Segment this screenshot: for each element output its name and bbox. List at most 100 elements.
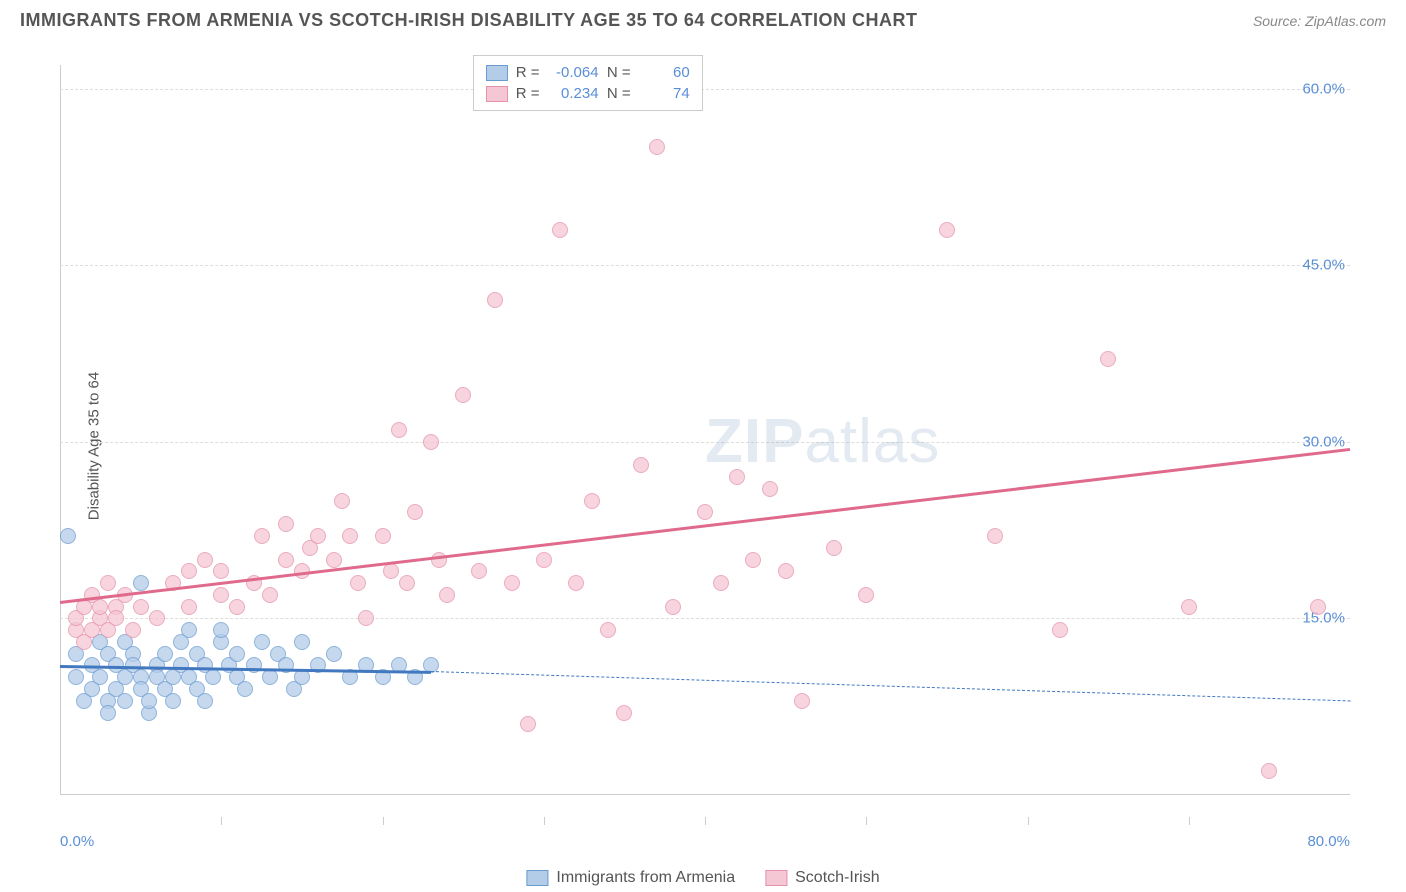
data-point <box>350 575 366 591</box>
stats-legend: R =-0.064 N =60 R =0.234 N =74 <box>473 55 703 111</box>
data-point <box>633 457 649 473</box>
data-point <box>149 610 165 626</box>
y-tick-label: 15.0% <box>1302 610 1345 627</box>
data-point <box>197 552 213 568</box>
chart-source: Source: ZipAtlas.com <box>1253 13 1386 29</box>
legend-stats-text: R =-0.064 N =60 <box>516 64 690 81</box>
data-point <box>1100 351 1116 367</box>
legend-item: Scotch-Irish <box>765 869 879 887</box>
data-point <box>552 222 568 238</box>
data-point <box>157 646 173 662</box>
data-point <box>391 422 407 438</box>
data-point <box>987 528 1003 544</box>
data-point <box>68 669 84 685</box>
scatter-chart: 15.0%30.0%45.0%60.0%0.0%80.0%ZIPatlasR =… <box>60 55 1350 825</box>
data-point <box>100 705 116 721</box>
legend-label: Immigrants from Armenia <box>556 869 735 887</box>
data-point <box>520 716 536 732</box>
data-point <box>487 292 503 308</box>
data-point <box>213 563 229 579</box>
legend-swatch <box>765 870 787 886</box>
y-axis <box>60 65 61 795</box>
data-point <box>254 634 270 650</box>
gridline <box>60 618 1350 619</box>
data-point <box>584 493 600 509</box>
gridline <box>60 265 1350 266</box>
data-point <box>939 222 955 238</box>
data-point <box>665 599 681 615</box>
data-point <box>117 693 133 709</box>
data-point <box>310 528 326 544</box>
legend-label: Scotch-Irish <box>795 869 879 887</box>
data-point <box>1052 622 1068 638</box>
data-point <box>471 563 487 579</box>
data-point <box>133 599 149 615</box>
data-point <box>431 552 447 568</box>
data-point <box>407 504 423 520</box>
data-point <box>100 575 116 591</box>
data-point <box>334 493 350 509</box>
data-point <box>326 646 342 662</box>
data-point <box>568 575 584 591</box>
data-point <box>439 587 455 603</box>
data-point <box>181 599 197 615</box>
data-point <box>141 693 157 709</box>
data-point <box>237 681 253 697</box>
data-point <box>262 669 278 685</box>
x-tick <box>866 817 867 825</box>
legend-stats-text: R =0.234 N =74 <box>516 85 690 102</box>
chart-title: IMMIGRANTS FROM ARMENIA VS SCOTCH-IRISH … <box>20 10 918 31</box>
data-point <box>1310 599 1326 615</box>
data-point <box>294 634 310 650</box>
data-point <box>254 528 270 544</box>
data-point <box>108 610 124 626</box>
bottom-legend: Immigrants from Armenia Scotch-Irish <box>526 869 879 887</box>
data-point <box>326 552 342 568</box>
y-tick-label: 30.0% <box>1302 433 1345 450</box>
data-point <box>125 622 141 638</box>
data-point <box>92 599 108 615</box>
data-point <box>1261 763 1277 779</box>
x-tick-label: 80.0% <box>1307 833 1350 850</box>
data-point <box>262 587 278 603</box>
data-point <box>536 552 552 568</box>
data-point <box>229 646 245 662</box>
y-tick-label: 60.0% <box>1302 80 1345 97</box>
legend-swatch <box>526 870 548 886</box>
data-point <box>858 587 874 603</box>
x-tick <box>544 817 545 825</box>
data-point <box>375 528 391 544</box>
data-point <box>181 622 197 638</box>
data-point <box>213 587 229 603</box>
x-tick <box>1028 817 1029 825</box>
x-tick <box>1189 817 1190 825</box>
legend-swatch <box>486 65 508 81</box>
data-point <box>762 481 778 497</box>
data-point <box>423 434 439 450</box>
data-point <box>697 504 713 520</box>
data-point <box>600 622 616 638</box>
data-point <box>197 693 213 709</box>
data-point <box>794 693 810 709</box>
x-tick <box>221 817 222 825</box>
data-point <box>358 610 374 626</box>
stats-legend-row: R =0.234 N =74 <box>486 83 690 104</box>
x-axis <box>60 794 1350 795</box>
data-point <box>745 552 761 568</box>
data-point <box>826 540 842 556</box>
trend-line-extrapolated <box>431 671 1350 701</box>
data-point <box>455 387 471 403</box>
data-point <box>92 669 108 685</box>
gridline <box>60 89 1350 90</box>
data-point <box>649 139 665 155</box>
data-point <box>729 469 745 485</box>
data-point <box>504 575 520 591</box>
data-point <box>1181 599 1197 615</box>
data-point <box>205 669 221 685</box>
x-tick <box>705 817 706 825</box>
gridline <box>60 442 1350 443</box>
data-point <box>60 528 76 544</box>
y-tick-label: 45.0% <box>1302 257 1345 274</box>
data-point <box>278 516 294 532</box>
data-point <box>383 563 399 579</box>
